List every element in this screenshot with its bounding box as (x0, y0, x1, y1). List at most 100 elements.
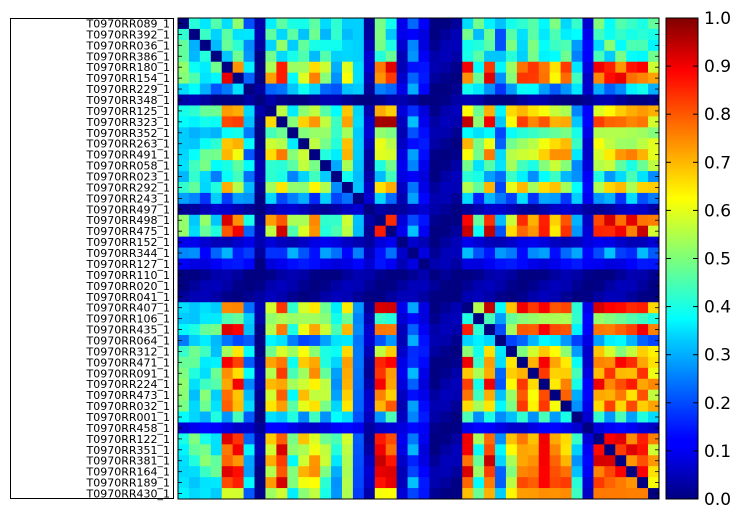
heatmap-cell (538, 269, 551, 281)
heatmap-cell (385, 203, 398, 216)
heatmap-cell (527, 488, 540, 500)
heatmap-cell (593, 18, 605, 30)
heatmap-cell (331, 247, 343, 259)
heatmap-cell (210, 116, 223, 128)
heatmap-cell (341, 138, 354, 150)
heatmap-cell (604, 324, 616, 336)
heatmap-cell (527, 466, 540, 478)
heatmap-cell (473, 345, 485, 358)
heatmap-cell (451, 72, 463, 84)
heatmap-cell (298, 105, 310, 117)
heatmap-cell (484, 324, 496, 336)
heatmap-cell (615, 324, 627, 336)
heatmap-cell (429, 433, 441, 445)
heatmap-cell (199, 378, 212, 391)
heatmap-cell (582, 83, 594, 95)
heatmap-cell (254, 61, 266, 74)
heatmap-cell (363, 389, 376, 402)
heatmap-cell (637, 367, 649, 380)
heatmap-cell (199, 335, 212, 347)
heatmap-cell (407, 433, 419, 445)
heatmap-cell (188, 225, 201, 238)
heatmap-cell (374, 225, 387, 238)
heatmap-cell (298, 433, 310, 445)
heatmap-cell (462, 39, 474, 52)
heatmap-cell (582, 422, 594, 434)
heatmap-cell (243, 488, 255, 500)
heatmap-cell (363, 181, 376, 194)
heatmap-cell (473, 28, 485, 41)
heatmap-cell (407, 105, 419, 117)
heatmap-cell (287, 171, 299, 183)
heatmap-cell (232, 149, 244, 161)
heatmap-cell (363, 433, 376, 445)
heatmap-cell (516, 444, 529, 456)
heatmap-cell (451, 488, 463, 500)
heatmap-cell (516, 477, 529, 489)
heatmap-cell (538, 247, 551, 259)
heatmap-cell (309, 171, 321, 183)
heatmap-cell (582, 400, 594, 412)
heatmap-cell (309, 400, 321, 412)
heatmap-cell (418, 433, 430, 445)
heatmap-cell (178, 477, 190, 489)
heatmap-cell (331, 61, 343, 74)
heatmap-cell (407, 61, 419, 74)
heatmap-cell (571, 367, 583, 380)
heatmap-cell (604, 378, 616, 391)
heatmap-cell (374, 171, 387, 183)
row-label: T0970RR020_1 (86, 280, 171, 293)
heatmap-cell (495, 160, 507, 172)
heatmap-cell (385, 477, 398, 489)
heatmap-cell (429, 280, 441, 292)
heatmap-cell (560, 400, 572, 412)
heatmap-cell (604, 116, 616, 128)
heatmap-cell (287, 356, 299, 369)
heatmap-cell (418, 455, 430, 467)
heatmap-cell (418, 422, 430, 434)
heatmap-cell (615, 389, 627, 402)
heatmap-cell (582, 433, 594, 445)
heatmap-cell (276, 444, 288, 456)
heatmap-cell (560, 466, 572, 478)
heatmap-cell (254, 367, 266, 380)
heatmap-cell (484, 313, 496, 325)
heatmap-cell (309, 127, 321, 139)
heatmap-cell (505, 477, 518, 489)
heatmap-cell (265, 400, 277, 412)
heatmap-cell (462, 280, 474, 292)
heatmap-cell (309, 105, 321, 117)
heatmap-cell (626, 138, 638, 150)
heatmap-cell (626, 433, 638, 445)
heatmap-cell (287, 18, 299, 30)
heatmap-cell (495, 39, 507, 52)
heatmap-cell (615, 313, 627, 325)
heatmap-cell (516, 28, 529, 41)
heatmap-cell (549, 411, 562, 423)
heatmap-cell (210, 94, 223, 106)
heatmap-cell (560, 247, 572, 259)
heatmap-cell (298, 39, 310, 52)
heatmap-cell (374, 94, 387, 106)
heatmap-cell (341, 291, 354, 303)
heatmap-cell (396, 367, 408, 380)
heatmap-cell (451, 160, 463, 172)
heatmap-cell (527, 225, 540, 238)
heatmap-cell (320, 466, 332, 478)
heatmap-cell (210, 433, 223, 445)
heatmap-cell (210, 127, 223, 139)
heatmap-cell (626, 422, 638, 434)
heatmap-cell (188, 83, 201, 95)
heatmap-cell (352, 105, 365, 117)
heatmap-cell (582, 389, 594, 402)
heatmap-cell (626, 214, 638, 227)
heatmap-cell (407, 94, 419, 106)
heatmap-cell (287, 149, 299, 161)
heatmap-cell (287, 444, 299, 456)
heatmap-cell (473, 138, 485, 150)
heatmap-cell (440, 324, 452, 336)
heatmap-cell (626, 400, 638, 412)
heatmap-cell (320, 433, 332, 445)
heatmap-cell (331, 488, 343, 500)
heatmap-cell (287, 236, 299, 248)
